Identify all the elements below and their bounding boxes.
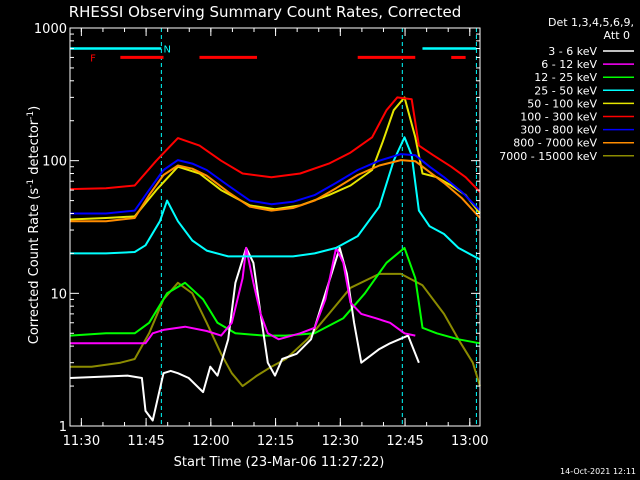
series-line-0: [69, 246, 420, 422]
series-line-5: [69, 96, 481, 193]
flare-label: F: [90, 53, 96, 64]
x-tick-label-5: 12:45: [386, 434, 423, 449]
legend-label-6: 300 - 800 keV: [520, 124, 597, 137]
y-axis-label: Corrected Count Rate (s-1 detector-1): [26, 106, 42, 344]
series-line-6: [70, 153, 481, 215]
x-tick-label-0: 11:30: [63, 434, 100, 449]
x-axis-label: Start Time (23-Mar-06 11:27:22): [174, 455, 385, 470]
x-tick-label-6: 13:00: [451, 434, 488, 449]
y-tick-label-0: 1: [59, 420, 67, 435]
series-line-4: [69, 96, 481, 221]
y-tick-label-2: 100: [42, 155, 67, 170]
legend-header-line2: Att 0: [604, 29, 630, 42]
x-tick-label-2: 12:00: [192, 434, 229, 449]
legend-label-5: 100 - 300 keV: [520, 111, 597, 124]
y-axis-label-end: ): [27, 106, 42, 111]
y-tick-label-1: 10: [50, 287, 67, 302]
series-line-1: [70, 246, 416, 345]
axes: 11:30 11:45 12:00 12:15 12:30 12:45 13:00 1 10 10…: [34, 22, 489, 449]
legend-label-4: 50 - 100 keV: [527, 97, 597, 110]
y-axis-label-main: Corrected Count Rate (s: [27, 188, 42, 345]
legend-label-7: 800 - 7000 keV: [513, 137, 597, 150]
chart-title: RHESSI Observing Summary Count Rates, Co…: [69, 3, 462, 21]
legend-label-8: 7000 - 15000 keV: [499, 150, 597, 163]
legend-label-0: 3 - 6 keV: [548, 45, 597, 58]
footer-date: 14-Oct-2021 12:11: [560, 467, 636, 476]
series-line-8: [70, 272, 481, 388]
plot-area: NF: [69, 28, 481, 426]
y-axis-label-sup1: -1: [26, 179, 36, 188]
y-axis-label-mid: detector: [27, 119, 42, 179]
legend-header-line1: Det 1,3,4,5,6,9,: [548, 16, 634, 29]
y-tick-label-3: 1000: [34, 22, 67, 37]
series-line-7: [70, 159, 481, 223]
x-tick-label-4: 12:30: [322, 434, 359, 449]
legend-label-2: 12 - 25 keV: [534, 71, 597, 84]
plot-frame: [69, 27, 481, 427]
x-tick-label-1: 11:45: [127, 434, 164, 449]
x-tick-label-3: 12:15: [257, 434, 294, 449]
legend-label-3: 25 - 50 keV: [534, 84, 597, 97]
night-label: N: [164, 45, 171, 56]
y-axis-label-sup2: -1: [26, 111, 36, 120]
series-line-2: [69, 246, 481, 345]
legend-label-1: 6 - 12 keV: [541, 58, 597, 71]
series-line-3: [70, 136, 481, 261]
